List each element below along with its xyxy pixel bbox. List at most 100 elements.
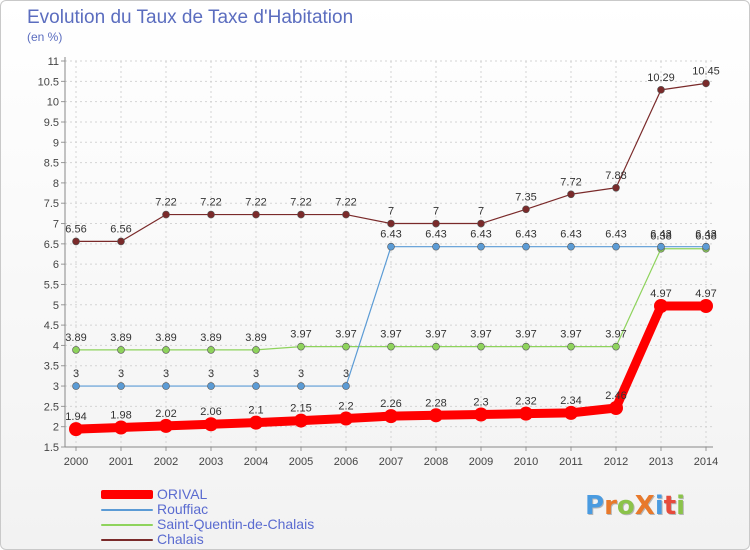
x-tick-label: 2011 [559,456,583,468]
data-label-chalais: 7.72 [560,176,581,188]
legend-label: Saint-Quentin-de-Chalais [157,516,315,532]
data-point-rouffiac [567,242,575,251]
data-label-saint-quentin-de-chalais: 3.89 [65,332,86,344]
data-label-orival: 4.97 [695,288,716,300]
data-label-saint-quentin-de-chalais: 3.97 [560,329,581,341]
data-label-chalais: 6.56 [110,223,131,235]
legend: ORIVAL Rouffiac Saint-Quentin-de-Chalais Ch… [101,487,314,547]
data-label-saint-quentin-de-chalais: 3.97 [605,329,626,341]
y-tick-label: 7 [53,219,59,231]
data-point-rouffiac [297,382,305,390]
y-tick-label: 9 [53,137,59,149]
y-tick-label: 6.5 [44,239,59,251]
y-tick-label: 6 [53,259,59,271]
data-label-rouffiac: 3 [118,368,124,380]
data-label-orival: 2.34 [560,395,581,407]
legend-swatch [101,508,153,511]
legend-label: Chalais [157,531,204,547]
y-tick-label: 1.5 [44,442,59,454]
data-point-saint-quentin-de-chalais [432,342,440,351]
data-label-orival: 2.15 [290,403,311,415]
data-label-saint-quentin-de-chalais: 3.97 [470,329,491,341]
data-point-orival [114,420,128,435]
data-label-chalais: 7.22 [290,197,311,209]
data-point-chalais [657,86,665,94]
data-point-chalais [342,210,350,219]
data-label-rouffiac: 3 [298,368,304,380]
logo-letter: X [634,491,655,521]
data-point-rouffiac [612,242,620,251]
data-point-chalais [477,219,485,228]
data-label-orival: 2.3 [473,396,488,408]
y-tick-label: 10.5 [38,76,59,88]
x-tick-label: 2006 [334,456,358,468]
data-label-chalais: 7.22 [245,197,266,209]
data-label-chalais: 7 [478,206,484,218]
y-tick-label: 5.5 [44,279,59,291]
legend-swatch [101,490,153,499]
data-label-saint-quentin-de-chalais: 3.89 [200,332,221,344]
data-point-rouffiac [432,242,440,251]
data-point-rouffiac [522,242,530,251]
data-label-saint-quentin-de-chalais: 6.38 [650,231,671,243]
data-point-orival [339,411,353,426]
logo-letter: o [616,491,635,521]
data-point-orival [609,400,623,415]
data-point-orival [654,299,668,314]
data-label-saint-quentin-de-chalais: 3.97 [515,329,536,341]
data-point-chalais [207,210,215,219]
data-label-rouffiac: 3 [163,368,169,380]
data-point-chalais [72,237,80,246]
x-tick-label: 2013 [649,456,673,468]
data-label-saint-quentin-de-chalais: 3.97 [380,329,401,341]
data-point-orival [204,417,218,432]
data-point-saint-quentin-de-chalais [297,342,305,351]
data-point-rouffiac [72,382,80,390]
x-tick-label: 2002 [154,456,178,468]
legend-label: ORIVAL [157,486,208,502]
data-label-chalais: 7 [433,206,439,218]
data-point-rouffiac [477,242,485,251]
data-label-chalais: 7 [388,206,394,218]
x-tick-label: 2010 [514,456,538,468]
data-point-saint-quentin-de-chalais [567,342,575,351]
data-label-saint-quentin-de-chalais: 3.89 [110,332,131,344]
data-point-chalais [162,210,170,219]
y-tick-label: 8 [53,178,59,190]
legend-swatch [101,538,153,541]
data-point-orival [384,409,398,424]
data-label-chalais: 10.29 [647,72,675,84]
data-label-saint-quentin-de-chalais: 3.89 [245,332,266,344]
data-point-orival [294,413,308,428]
x-tick-label: 2012 [604,456,628,468]
data-point-orival [249,415,263,430]
logo-letter: r [604,491,617,521]
data-label-chalais: 7.88 [605,170,626,182]
data-label-rouffiac: 6.43 [650,229,671,241]
data-point-saint-quentin-de-chalais [252,346,260,354]
data-point-rouffiac [657,242,665,251]
x-tick-label: 2008 [424,456,448,468]
proxiti-logo: ProXiti [585,491,685,521]
legend-label: Rouffiac [157,501,209,517]
logo-letter: t [663,491,677,521]
data-label-rouffiac: 6.43 [380,229,401,241]
y-tick-label: 3 [53,381,59,393]
data-label-saint-quentin-de-chalais: 3.97 [290,329,311,341]
data-label-orival: 2.1 [248,405,263,417]
data-point-rouffiac [162,382,170,390]
data-label-orival: 2.28 [425,397,446,409]
y-tick-label: 3.5 [44,361,59,373]
data-point-saint-quentin-de-chalais [117,346,125,354]
x-tick-label: 2007 [379,456,403,468]
data-label-chalais: 7.35 [515,191,536,203]
data-point-chalais [297,210,305,219]
data-label-rouffiac: 3 [208,368,214,380]
data-label-orival: 2.32 [515,396,536,408]
data-label-chalais: 6.56 [65,223,86,235]
data-label-rouffiac: 6.43 [515,229,536,241]
data-label-orival: 1.98 [110,409,131,421]
data-point-saint-quentin-de-chalais [522,342,530,351]
y-tick-label: 11 [48,56,59,68]
